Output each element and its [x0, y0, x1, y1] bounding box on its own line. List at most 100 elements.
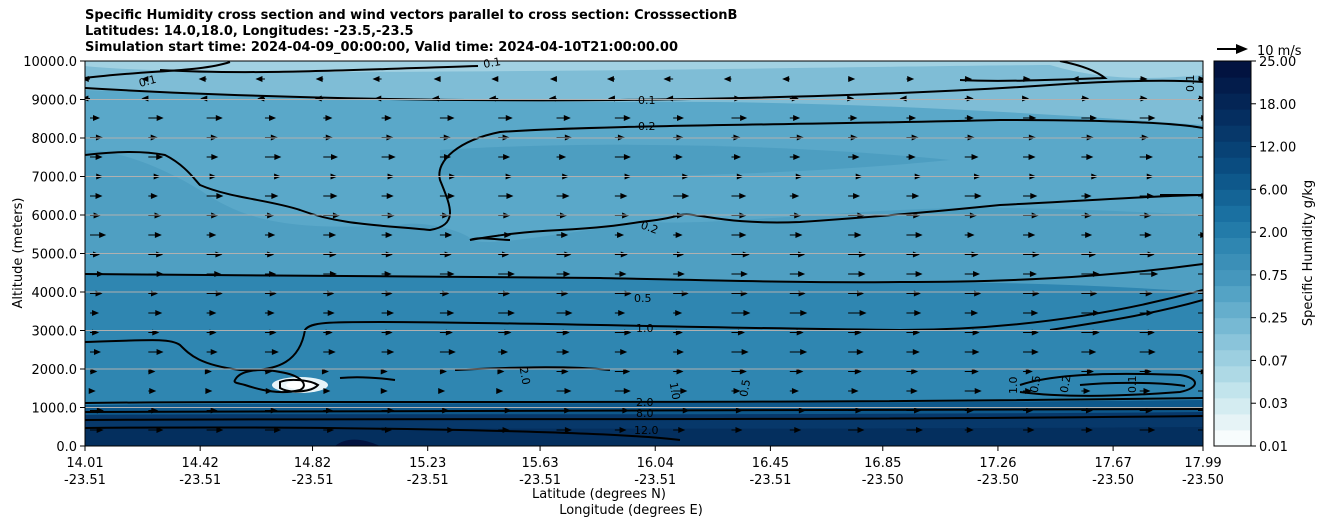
wind-vector-head [966, 427, 974, 433]
contour-label-group: 0.1 0.1 0.1 0.1 0.2 0.2 0.5 1.0 2.0 2.0 … [137, 55, 1197, 437]
wind-vector-head [675, 310, 683, 316]
wind-vector-head [971, 310, 979, 316]
x-tick-label-lon: -23.50 [977, 473, 1019, 488]
wind-vector-head [380, 368, 388, 375]
contour-label: 0.5 [737, 378, 753, 397]
wind-vector-head [564, 407, 572, 414]
colorbar-segment [1214, 157, 1251, 174]
colorbar-segment [1214, 413, 1251, 431]
wind-vector-head [491, 76, 499, 82]
wind-vector-head [854, 368, 862, 375]
wind-vector-head [1025, 368, 1033, 375]
wind-vector-head [623, 115, 631, 121]
wind-vector-head [1028, 154, 1036, 160]
y-axis-label: Altitude (meters) [11, 198, 26, 309]
horizontal-gridlines [85, 99, 1203, 408]
wind-vector-head [1086, 368, 1094, 375]
wind-vector-head [1028, 232, 1036, 238]
wind-vector-head [330, 154, 338, 160]
colorbar-segment [1214, 173, 1251, 190]
colorbar-tick-label: 25.00 [1259, 55, 1296, 70]
contour-small-loop [279, 378, 320, 393]
wind-vector-head [1207, 349, 1214, 355]
vector-key-arrow-head [1236, 44, 1248, 54]
wind-vector-head [676, 368, 684, 375]
wind-vector-head [791, 388, 799, 394]
wind-vector-head [444, 154, 452, 160]
wind-vector-head [620, 349, 628, 355]
wind-vector-head [675, 232, 683, 238]
wind-vector-head [504, 232, 512, 238]
wind-vector-head [1086, 154, 1094, 160]
dry-pocket-core [286, 381, 314, 389]
wind-vector-head [268, 232, 276, 238]
wind-vector-head [974, 388, 982, 394]
colorbar-segment [1214, 237, 1251, 254]
colorbar-segment [1214, 125, 1251, 142]
wind-vector-head [1198, 76, 1203, 82]
wind-vector-head [1023, 76, 1031, 82]
wind-vector-head [505, 115, 513, 121]
colorbar-tick-label: 0.07 [1259, 354, 1288, 369]
x-axis-label-latitude: Latitude (degrees N) [532, 487, 666, 502]
wind-vector-head [93, 115, 101, 121]
x-axis-label-longitude: Longitude (degrees E) [559, 503, 703, 518]
wind-vector-head [1143, 388, 1151, 394]
wind-vector-head [1030, 193, 1038, 199]
colorbar-tick-label: 6.00 [1259, 183, 1288, 198]
wind-vector-head [549, 76, 557, 82]
wind-vector-head [740, 115, 748, 121]
wind-vector-head [1090, 115, 1098, 121]
wind-vector-head [676, 349, 684, 355]
colorbar-segment [1214, 77, 1251, 94]
contour-label: 0.5 [634, 292, 652, 305]
wind-vector-head [619, 427, 627, 433]
wind-vector-head [1144, 368, 1152, 375]
contour-label: 1.0 [667, 381, 683, 400]
wind-vector-head [99, 232, 107, 238]
wind-vector-head [851, 388, 859, 394]
chart-title: Specific Humidity cross section and wind… [85, 8, 737, 56]
wind-vector-head [623, 388, 631, 394]
wind-vector-head [1201, 115, 1203, 121]
wind-vector-head [274, 154, 282, 160]
wind-vector-head [88, 388, 96, 394]
wind-vector-head [150, 193, 158, 199]
wind-vector-head [793, 115, 801, 121]
wind-vector-head [1089, 349, 1097, 355]
wind-vector-head [1148, 349, 1156, 355]
wind-vector-head [1206, 408, 1213, 414]
contour-label: 2.0 [636, 396, 654, 409]
wind-vector-head [198, 76, 206, 82]
wind-vector-head [321, 368, 329, 375]
wind-vector-head [973, 271, 981, 277]
wind-vector-head [265, 388, 273, 394]
contour-12.0 [85, 426, 681, 441]
wind-vector-head [739, 368, 747, 375]
wind-vector-head [1146, 154, 1154, 160]
band-surface-peak [335, 439, 380, 446]
wind-vector-head [1092, 271, 1100, 277]
wind-vector-head [1083, 388, 1091, 394]
wind-vector-head [85, 76, 89, 82]
wind-vector-head [507, 271, 515, 277]
contour-label: 0.2 [638, 120, 656, 133]
wind-vector-head [974, 193, 982, 199]
wind-vector-head [387, 349, 395, 355]
wind-vector-head [682, 407, 690, 414]
wind-vector-head [387, 407, 395, 414]
wind-vector-head [563, 115, 571, 121]
wind-vector-head [387, 310, 395, 316]
y-tick-label: 2000.0 [32, 363, 78, 378]
wind-vector-head [1025, 388, 1033, 394]
contour-label: 1.0 [1007, 377, 1020, 395]
colorbar-tick-label: 0.75 [1259, 269, 1288, 284]
wind-vector-head [915, 232, 923, 238]
wind-vector-head [502, 427, 510, 433]
x-tick-label-lat: 15.23 [409, 456, 446, 471]
wind-vector-head [438, 388, 446, 394]
wind-vector-head [1201, 193, 1203, 199]
wind-vector-head [734, 154, 742, 160]
wind-vector-head [209, 232, 217, 238]
wind-vector-head [735, 407, 743, 414]
